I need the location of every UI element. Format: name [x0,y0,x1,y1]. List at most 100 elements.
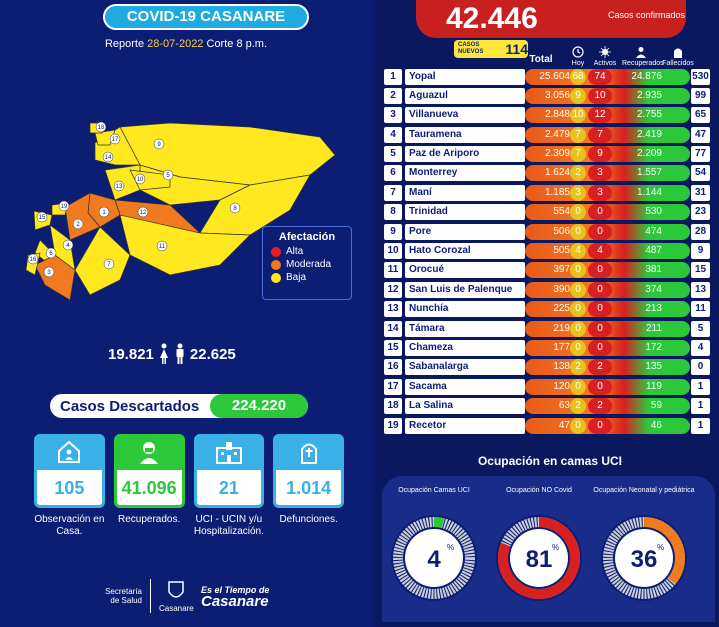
women-count: 19.821 [108,345,154,363]
left-panel: COVID-19 CASANARE Reporte 28-07-2022 Cor… [0,4,372,618]
row-recuperados: 135 [645,361,662,373]
map-region-17 [94,129,116,146]
table-row: 5 Paz de Ariporo 2.309 7 9 2.209 77 [384,146,710,163]
gobernacion-logo: Casanare [159,580,194,613]
box-deaths: 1.014 Defunciones. [273,434,344,538]
row-hoy: 7 [570,126,586,143]
row-fallecidos: 13 [691,281,710,298]
gauge-label: Ocupación Neonatal y pediátrica [593,487,695,494]
shield-icon [168,580,184,598]
municipality-name: Chameza [405,339,525,356]
row-rank: 18 [384,398,402,415]
row-total: 1.624 [544,167,570,179]
row-rank: 19 [384,417,402,434]
row-rank: 1 [384,68,402,85]
row-total: 505 [553,245,570,257]
row-activos: 0 [588,223,612,240]
recovered-value: 41.096 [113,470,185,508]
row-recuperados: 46 [650,419,662,431]
map-label-circle [98,206,110,218]
row-hoy: 0 [570,320,586,337]
tombstone-icon [300,443,317,464]
municipality-name: Sabanalarga [405,359,525,376]
table-row: 15 Chameza 177 0 0 172 4 [384,339,710,356]
row-rank: 17 [384,378,402,395]
map-label-circle [102,151,114,163]
map-label-number: 16 [30,257,37,263]
row-total: 120 [553,380,570,392]
row-recuperados: 381 [645,264,662,276]
row-fallecidos: 28 [691,223,710,240]
row-activos: 0 [588,417,612,434]
row-total: 225 [553,303,570,315]
row-activos: 9 [588,146,612,163]
row-recuperados: 2.419 [636,128,662,140]
observation-caption: Observación en Casa. [34,514,105,537]
map-label-number: 2 [76,222,80,228]
person-mask-icon [140,442,159,464]
row-activos: 0 [588,281,612,298]
row-fallecidos: 31 [691,184,710,201]
table-row: 14 Támara 219 0 0 211 5 [384,320,710,337]
gauge-value: 36 [631,546,658,573]
row-activos: 0 [588,339,612,356]
municipality-name: Maní [405,184,525,201]
report-line: Reporte 28-07-2022 Corte 8 p.m. [0,38,372,50]
house-icon [58,440,81,463]
table-row: 3 Villanueva 2.848 10 12 2.755 65 [384,107,710,124]
uci-title: Ocupación en camas UCI [477,454,623,468]
row-activos: 3 [588,165,612,182]
map-label-circle [137,206,149,218]
recovered-caption: Recuperados. [117,514,181,525]
footer-logos: Secretaría de Salud Casanare Es el Tiemp… [100,574,340,618]
row-fallecidos: 5 [691,320,710,337]
row-hoy: 0 [570,339,586,356]
map-label-circle [43,266,55,278]
municipality-name: Tauramena [405,126,525,143]
map-region-7 [74,226,131,296]
legend-item-moderada: Moderada [271,259,343,270]
table-row: 6 Monterrey 1.624 2 3 1.557 54 [384,165,710,182]
secretaria-logo: Secretaría de Salud [105,587,142,605]
gauge-arc [603,517,685,599]
map-label-circle [72,218,84,230]
row-recuperados: 1.144 [636,186,662,198]
map-label-number: 3 [47,270,51,276]
map-label-number: 14 [105,155,112,161]
row-fallecidos: 1 [691,417,710,434]
row-total: 219 [553,322,570,334]
row-activos: 2 [588,398,612,415]
row-fallecidos: 11 [691,301,710,318]
row-hoy: 0 [570,281,586,298]
table-row: 18 La Salina 63 2 2 59 1 [384,398,710,415]
row-hoy: 9 [570,87,586,104]
row-activos: 0 [588,204,612,221]
row-total: 554 [553,206,570,218]
map-label-number: 13 [116,184,123,190]
row-activos: 4 [588,243,612,260]
municipality-name: Sacama [405,378,525,395]
man-icon [176,343,184,364]
row-fallecidos: 99 [691,87,710,104]
confirmed-total: 42.446 [446,2,538,35]
col-activos: Activos [593,60,617,67]
municipality-name: Yopal [405,68,525,85]
row-total: 2.479 [544,128,570,140]
discarded-value: 224.220 [210,394,308,418]
map-region-2 [64,192,101,241]
row-total: 2.309 [544,148,570,160]
municipality-name: Villanueva [405,107,525,124]
table-row: 9 Pore 506 0 0 474 28 [384,223,710,240]
col-hoy: Hoy [571,60,585,67]
row-activos: 0 [588,262,612,279]
map-label-circle [95,121,107,133]
table-row: 17 Sacama 120 0 0 119 1 [384,378,710,395]
row-recuperados: 530 [645,206,662,218]
clock-icon [572,46,584,58]
row-recuperados: 474 [645,225,662,237]
row-fallecidos: 65 [691,107,710,124]
row-rank: 13 [384,301,402,318]
deaths-value: 1.014 [273,470,344,508]
table-row: 11 Orocué 397 0 0 381 15 [384,262,710,279]
table-row: 1 Yopal 25.604 68 74 24.876 530 [384,68,710,85]
